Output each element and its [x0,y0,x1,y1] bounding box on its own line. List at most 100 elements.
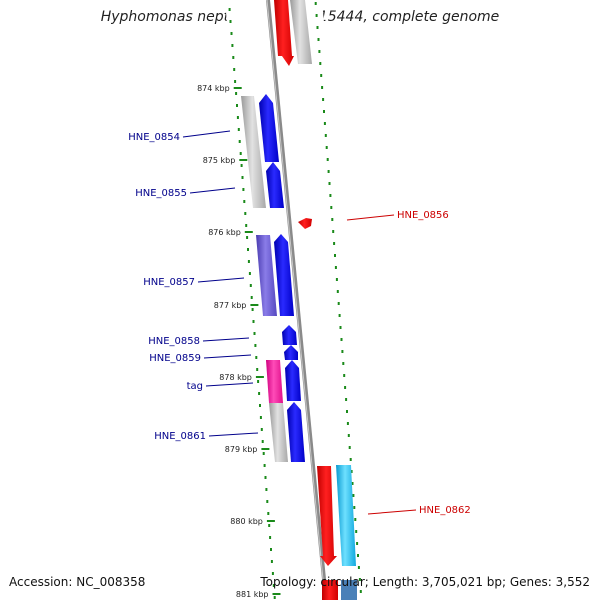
tick-mark-left [249,284,252,287]
tick-mark-right [332,230,335,233]
gene-name[interactable]: HNE_0861 [154,431,206,442]
tick-mark-right [334,266,337,269]
tick-mark-left [241,176,244,179]
tick-mark-right [341,350,344,353]
tick-mark-left [267,512,270,515]
tick-mark-right [344,386,347,389]
tick-mark-right [342,362,345,365]
tick-mark-left [232,56,235,59]
gene-name[interactable]: HNE_0859 [149,353,201,364]
tick-mark-left [261,440,264,443]
tick-mark-right [325,146,328,149]
tick-mark-left [228,8,231,11]
gene-arrow-tag [266,360,283,403]
tick-mark-left [248,272,251,275]
backbone-line [266,0,328,600]
tick-mark-left [252,320,255,323]
tick-mark-right [346,422,349,425]
tick-mark-right [323,110,325,113]
gene-arrow-0861-gray [269,403,288,462]
tick-mark-right [314,2,317,5]
tick-mark-right [354,518,357,521]
tick-mark-left [271,572,274,575]
tick-mark-right [352,494,355,497]
tick-mark-right [315,14,318,17]
tick-mark-left [238,140,241,143]
gene-label-hne-0854[interactable]: HNE_0854 [128,130,231,143]
gene-label-hne-0859[interactable]: HNE_0859 [149,353,252,364]
tick-mark-right [357,566,360,569]
scale-ticks [228,2,362,599]
tick-mark-left [250,296,253,299]
gene-labels: HNE_0854 HNE_0855 HNE_0856 HNE_0857 HNE_0858… [128,130,471,516]
tick-mark-left [245,224,248,227]
tick-mark-right [339,326,342,329]
gene-label-hne-0857[interactable]: HNE_0857 [143,277,245,288]
gene-label-hne-0862[interactable]: HNE_0862 [367,505,471,516]
leader-line [202,337,250,342]
tick-mark-right [357,554,359,557]
tick-mark-left [270,560,273,563]
gene-name[interactable]: HNE_0858 [148,336,200,347]
tick-mark-left [268,524,271,527]
tick-mark-left [269,536,272,539]
leader-line [205,382,254,387]
scale-labels: 874 kbp 875 kbp 876 kbp 877 kbp 878 kbp 879 k… [197,84,281,599]
tick-mark-right [356,542,359,545]
gene-arrow-0861 [287,402,305,462]
tick-mark-right [321,86,324,89]
gene-name[interactable]: HNE_0855 [135,188,187,199]
tick-mark-right [337,302,340,305]
tick-mark-right [350,470,353,473]
tick-mark-left [255,356,258,359]
gene-arrow-tag-blue [285,360,301,401]
kbp-label: 874 kbp [197,84,230,93]
gene-arrow-0855 [266,162,284,208]
tick-mark-right [345,398,348,401]
gene-arrow-top-red [274,0,294,66]
tick-mark-right [355,530,358,533]
tick-mark-left [264,476,267,479]
tick-mark-left [265,488,268,491]
tick-mark-left [272,584,275,587]
tick-mark-right [353,506,356,509]
topology-text: Topology: circular; Length: 3,705,021 bp… [260,575,590,589]
tick-mark-right [348,446,351,449]
tick-mark-left [239,152,242,155]
tick-mark-left [259,404,261,407]
gene-arrow-0862-cyan [336,465,356,566]
tick-mark-left [236,116,239,119]
gene-arrow-0856 [298,218,312,229]
gene-label-tag[interactable]: tag [187,381,254,392]
gene-name[interactable]: HNE_0857 [143,277,195,288]
tick-mark-left [259,416,262,419]
gene-arrow-0854-gray [241,96,266,208]
tick-mark-left [247,260,250,263]
gene-label-hne-0861[interactable]: HNE_0861 [154,431,259,442]
tick-mark-left [258,392,261,395]
gene-name[interactable]: tag [187,381,203,392]
tick-mark-left [233,68,236,71]
tick-mark-right [327,170,330,173]
gene-arrow-0854 [259,94,279,162]
gene-name[interactable]: HNE_0862 [419,505,471,516]
tick-mark-right [329,194,332,197]
kbp-label: 878 kbp [219,373,252,382]
tick-mark-left [251,308,254,311]
gene-label-hne-0855[interactable]: HNE_0855 [135,187,236,199]
tick-mark-left [270,548,272,551]
gene-arrow-0859 [284,345,298,360]
kbp-label: 879 kbp [225,445,258,454]
tick-mark-right [324,134,327,137]
gene-name[interactable]: HNE_0854 [128,132,180,143]
tick-mark-left [256,368,259,371]
tick-mark-right [319,62,322,65]
tick-mark-right [331,218,334,221]
gene-name[interactable]: HNE_0856 [397,210,449,221]
gene-label-hne-0858[interactable]: HNE_0858 [148,336,250,347]
tick-mark-right [349,458,352,461]
tick-mark-right [334,254,336,257]
tick-mark-right [316,26,319,29]
tick-mark-right [340,338,343,341]
gene-label-hne-0856[interactable]: HNE_0856 [346,210,449,221]
